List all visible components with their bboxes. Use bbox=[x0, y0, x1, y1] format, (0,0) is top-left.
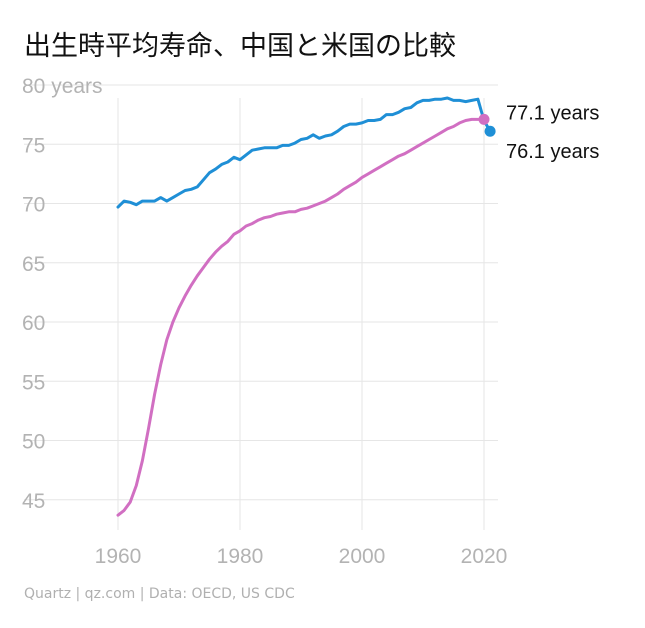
y-tick-label: 50 bbox=[22, 431, 45, 454]
chart-title: 出生時平均寿命、中国と米国の比較 bbox=[24, 31, 456, 62]
source-note: Quartz | qz.com | Data: OECD, US CDC bbox=[24, 586, 295, 602]
y-tick-label: 65 bbox=[22, 253, 45, 276]
x-tick-label: 2020 bbox=[461, 545, 508, 568]
y-axis-ticks: 80 years 75 70 65 60 55 50 45 bbox=[22, 75, 103, 513]
y-tick-label: 45 bbox=[22, 490, 45, 513]
us-end-label: 76.1 years bbox=[506, 141, 599, 163]
x-axis-ticks: 1960 1980 2000 2020 bbox=[95, 545, 508, 568]
y-tick-label: 80 years bbox=[22, 75, 103, 98]
china-end-point bbox=[478, 113, 490, 125]
x-tick-label: 1980 bbox=[217, 545, 264, 568]
x-tick-label: 2000 bbox=[339, 545, 386, 568]
us-life-expectancy-line bbox=[116, 96, 492, 209]
series-lines bbox=[116, 96, 492, 517]
y-tick-label: 55 bbox=[22, 371, 45, 394]
china-life-expectancy-line bbox=[116, 117, 486, 517]
end-markers bbox=[478, 113, 496, 137]
y-tick-label: 60 bbox=[22, 312, 45, 335]
y-tick-label: 75 bbox=[22, 134, 45, 157]
us-end-point bbox=[484, 125, 496, 137]
china-end-label: 77.1 years bbox=[506, 102, 599, 124]
gridlines bbox=[24, 84, 498, 530]
x-tick-label: 1960 bbox=[95, 545, 142, 568]
y-tick-label: 70 bbox=[22, 194, 45, 217]
